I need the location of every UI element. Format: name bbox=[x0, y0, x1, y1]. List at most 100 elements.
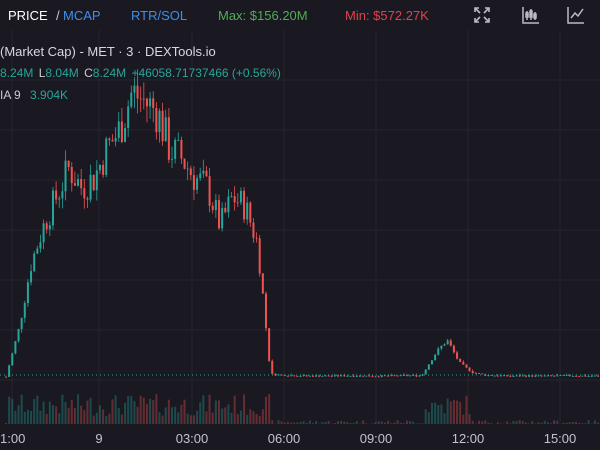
candle-body bbox=[42, 223, 45, 243]
volume-bar bbox=[133, 401, 136, 424]
volume-bar bbox=[45, 414, 48, 424]
volume-bar bbox=[243, 394, 246, 424]
volume-bar bbox=[48, 401, 51, 424]
candle-body bbox=[468, 367, 471, 372]
volume-bar bbox=[499, 423, 502, 424]
candle-body bbox=[171, 158, 174, 160]
volume-bar bbox=[158, 412, 161, 424]
candle-body bbox=[246, 202, 249, 220]
candle-body bbox=[456, 352, 459, 359]
indicators-icon[interactable] bbox=[567, 6, 585, 24]
volume-bar bbox=[199, 402, 202, 424]
volume-bar bbox=[239, 410, 242, 424]
candle-body bbox=[130, 92, 133, 107]
candle-body bbox=[264, 293, 267, 329]
volume-bar bbox=[402, 423, 405, 424]
candle-body bbox=[252, 222, 255, 238]
candle-body bbox=[117, 121, 120, 138]
volume-bar bbox=[177, 412, 180, 424]
candle-body bbox=[371, 376, 374, 378]
volume-bar bbox=[430, 403, 433, 424]
volume-bar bbox=[196, 410, 199, 424]
x-tick-label: 03:00 bbox=[175, 431, 209, 446]
candle-body bbox=[462, 362, 465, 365]
candle-body bbox=[142, 98, 145, 100]
volume-bar bbox=[95, 412, 98, 424]
candle-body bbox=[271, 360, 274, 374]
candle-body bbox=[449, 340, 452, 346]
volume-bar bbox=[565, 422, 568, 424]
ma-legend: IA 9 3.904K bbox=[0, 88, 68, 102]
candle-body bbox=[192, 175, 195, 190]
volume-bar bbox=[546, 422, 549, 424]
candle-body bbox=[102, 164, 105, 175]
candle-body bbox=[465, 364, 468, 368]
mcap-toggle[interactable]: MCAP bbox=[63, 8, 101, 23]
min-value: Min: $572.27K bbox=[345, 8, 429, 23]
candle-body bbox=[211, 205, 214, 211]
volume-bar bbox=[192, 415, 195, 424]
volume-bar bbox=[440, 404, 443, 424]
candles-icon[interactable] bbox=[522, 6, 540, 24]
chart-title: (Market Cap) - MET · 3 · DEXTools.io bbox=[0, 44, 216, 59]
candle-body bbox=[249, 202, 252, 223]
volume-bar bbox=[405, 420, 408, 424]
candle-body bbox=[452, 345, 455, 353]
candle-body bbox=[11, 353, 14, 366]
candle-body bbox=[80, 179, 83, 189]
candle-body bbox=[481, 373, 484, 375]
volume-bar bbox=[308, 420, 311, 424]
volume-bar bbox=[377, 421, 380, 424]
volume-bar bbox=[217, 400, 220, 424]
candle-body bbox=[337, 375, 340, 377]
volume-bar bbox=[387, 420, 390, 424]
candle-body bbox=[30, 271, 33, 283]
volume-bar bbox=[20, 394, 23, 424]
volume-bar bbox=[540, 422, 543, 424]
candle-body bbox=[474, 373, 477, 374]
candle-body bbox=[333, 375, 336, 377]
volume-bar bbox=[562, 422, 565, 424]
candle-body bbox=[89, 174, 92, 200]
price-toggle[interactable]: PRICE bbox=[8, 8, 48, 23]
candle-body bbox=[399, 375, 402, 377]
volume-bar bbox=[161, 415, 164, 424]
volume-bar bbox=[33, 398, 36, 424]
candle-body bbox=[45, 223, 48, 230]
price-chart[interactable] bbox=[0, 30, 600, 425]
volume-bar bbox=[268, 394, 271, 424]
volume-bar bbox=[152, 400, 155, 424]
candle-body bbox=[324, 375, 327, 377]
volume-bar bbox=[597, 422, 599, 424]
candle-body bbox=[255, 237, 258, 239]
candle-body bbox=[374, 376, 377, 378]
volume-bar bbox=[230, 412, 233, 424]
volume-bar bbox=[556, 420, 559, 424]
volume-bar bbox=[550, 423, 553, 424]
volume-bar bbox=[380, 421, 383, 424]
candle-body bbox=[14, 341, 17, 354]
candle-body bbox=[346, 375, 349, 377]
volume-bar bbox=[214, 400, 217, 424]
volume-bar bbox=[311, 423, 314, 424]
candle-body bbox=[221, 207, 224, 229]
candle-body bbox=[318, 375, 321, 377]
volume-bar bbox=[124, 402, 127, 424]
fullscreen-icon[interactable] bbox=[473, 6, 491, 24]
volume-bar bbox=[484, 420, 487, 424]
candle-body bbox=[387, 375, 390, 377]
volume-bar bbox=[127, 396, 130, 424]
candle-body bbox=[524, 375, 527, 377]
volume-bar bbox=[568, 422, 571, 424]
candle-body bbox=[534, 375, 537, 377]
volume-bar bbox=[236, 414, 239, 424]
volume-bar bbox=[490, 423, 493, 424]
volume-bar bbox=[164, 407, 167, 424]
ma-value: 3.904K bbox=[30, 88, 69, 102]
candle-body bbox=[261, 273, 264, 294]
rtr-sol-toggle[interactable]: RTR/SOL bbox=[131, 8, 188, 23]
candle-body bbox=[578, 376, 581, 378]
volume-bar bbox=[418, 423, 421, 424]
candle-body bbox=[553, 375, 556, 377]
volume-bar bbox=[446, 398, 449, 424]
